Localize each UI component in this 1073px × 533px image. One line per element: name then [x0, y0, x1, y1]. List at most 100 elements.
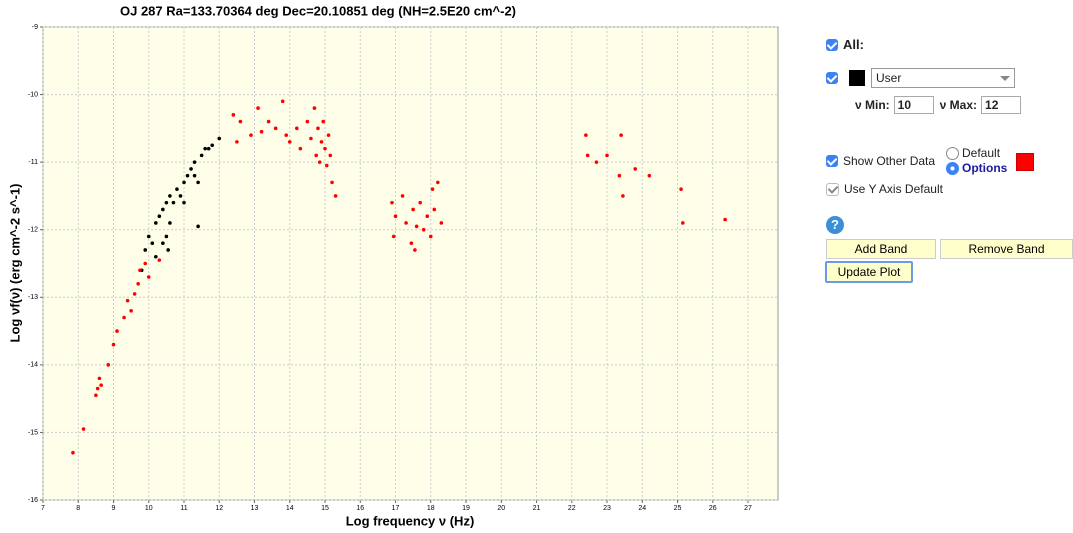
y-tick-label: -10 — [28, 91, 38, 98]
y-tick-label: -9 — [32, 24, 38, 31]
data-point — [324, 163, 329, 168]
data-point — [161, 207, 165, 212]
data-point — [164, 234, 169, 239]
data-point — [273, 126, 278, 131]
data-point — [605, 153, 609, 158]
color-swatch[interactable] — [849, 70, 865, 86]
data-point — [594, 160, 599, 164]
data-point — [314, 153, 319, 158]
data-point — [157, 214, 162, 218]
nu-max-input[interactable]: 12 — [981, 96, 1022, 114]
nu-min-label: ν Min: — [855, 98, 890, 112]
data-point — [71, 450, 75, 455]
x-tick-label: 27 — [744, 505, 752, 512]
radio-options[interactable]: Options — [946, 161, 1007, 175]
data-point — [404, 221, 408, 225]
data-point — [196, 224, 200, 229]
x-tick-label: 10 — [145, 505, 153, 512]
data-point — [192, 160, 197, 164]
data-point — [414, 224, 419, 229]
plot-area — [42, 26, 779, 501]
data-point — [681, 221, 685, 225]
help-icon[interactable]: ? — [826, 216, 844, 234]
other-color-swatch[interactable] — [1016, 153, 1034, 171]
label: Options — [962, 161, 1008, 175]
data-point — [411, 207, 415, 212]
data-point — [266, 119, 271, 124]
dropdown-value: User — [876, 71, 902, 85]
data-point — [122, 315, 126, 320]
data-point — [305, 119, 310, 124]
data-point — [150, 241, 155, 246]
data-point — [171, 200, 176, 205]
chart: OJ 287 Ra=133.70364 deg Dec=20.10851 deg… — [7, 3, 779, 528]
data-point — [430, 187, 435, 191]
data-point — [316, 126, 320, 131]
x-tick-label: 26 — [709, 505, 717, 512]
data-point — [330, 180, 334, 185]
data-point — [418, 200, 422, 205]
y-tick-label: -14 — [28, 362, 38, 369]
add-band-button[interactable]: Add Band — [826, 239, 936, 259]
data-point — [439, 221, 444, 225]
data-point — [166, 248, 170, 252]
data-point — [138, 268, 142, 273]
data-point — [129, 309, 133, 313]
data-point — [175, 187, 179, 191]
remove-band-button[interactable]: Remove Band — [940, 239, 1073, 259]
data-point — [81, 427, 86, 431]
data-point — [182, 200, 186, 205]
x-tick-label: 20 — [497, 505, 505, 512]
data-point — [400, 194, 405, 198]
data-point — [164, 200, 169, 205]
label: All: — [843, 37, 864, 52]
data-point — [619, 133, 623, 137]
data-point — [679, 187, 683, 191]
data-point — [390, 200, 394, 205]
x-tick-label: 21 — [533, 505, 541, 512]
x-tick-label: 19 — [462, 505, 470, 512]
y-axis-label: Log νf(ν) (erg cm^-2 s^-1) — [7, 184, 22, 343]
data-point — [168, 221, 172, 225]
x-tick-label: 11 — [180, 505, 187, 512]
nu-min-input[interactable]: 10 — [893, 96, 934, 114]
data-point — [319, 140, 324, 144]
data-point — [256, 106, 260, 110]
data-point — [436, 180, 440, 185]
data-point — [231, 113, 236, 117]
data-point — [312, 106, 317, 110]
data-point — [647, 173, 652, 178]
data-point — [189, 167, 193, 171]
update-plot-button[interactable]: Update Plot — [825, 261, 913, 283]
data-point — [238, 119, 243, 124]
data-point — [95, 386, 100, 391]
data-point — [409, 241, 414, 246]
data-point — [168, 194, 172, 198]
x-tick-label: 15 — [321, 505, 329, 512]
data-point — [328, 153, 333, 158]
data-point — [425, 214, 430, 218]
data-point — [621, 194, 625, 198]
data-point — [99, 383, 103, 387]
all-checkbox[interactable]: All: — [826, 37, 864, 52]
data-point — [413, 248, 417, 252]
data-point — [287, 140, 292, 144]
checkbox[interactable] — [826, 72, 838, 84]
data-point — [178, 194, 183, 198]
data-point — [393, 214, 398, 218]
label: Show Other Data — [843, 154, 936, 168]
y-tick-label: -13 — [28, 294, 38, 301]
data-point — [217, 136, 222, 141]
y-tick-label: -11 — [28, 159, 38, 166]
nu-max-label: ν Max: — [939, 98, 978, 112]
data-point — [585, 153, 590, 158]
data-point — [249, 133, 253, 137]
data-point — [154, 221, 158, 225]
dropdown[interactable]: User — [871, 68, 1015, 88]
y-tick-label: -12 — [28, 227, 38, 234]
show-other-checkbox[interactable]: Show Other Data — [826, 154, 935, 168]
data-point — [185, 173, 190, 178]
x-tick-label: 17 — [392, 505, 400, 512]
radio-default[interactable]: Default — [946, 146, 1000, 160]
data-point — [94, 393, 98, 398]
